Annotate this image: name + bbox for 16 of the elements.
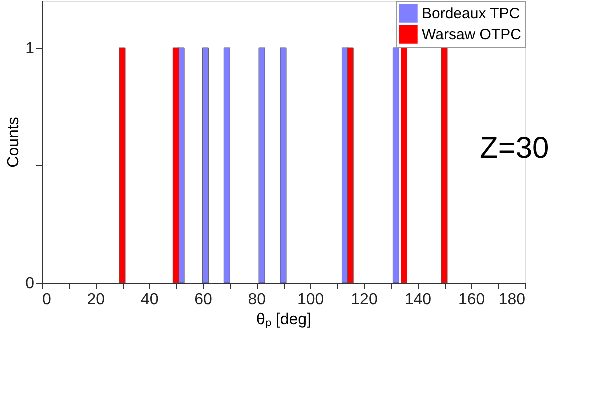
legend-label: Warsaw OTPC — [422, 26, 522, 44]
y-tick-label: 1 — [26, 40, 35, 58]
x-tick-label: 0 — [42, 292, 52, 308]
x-tick-label: 40 — [140, 292, 159, 308]
x-tick-label: 160 — [458, 292, 486, 308]
x-tick-label: 140 — [404, 292, 432, 308]
x-tick-label: 100 — [297, 292, 324, 308]
y-axis-title: Counts — [6, 117, 23, 168]
x-axis-title: θₚ [deg] — [256, 312, 312, 328]
legend-label: Bordeaux TPC — [422, 6, 520, 22]
annotation: Z=30 — [480, 132, 550, 165]
x-tick-label: 120 — [351, 292, 378, 308]
x-tick-label: 80 — [248, 292, 266, 308]
x-tick-label: 20 — [87, 292, 106, 308]
x-tick-label: 180 — [498, 292, 526, 308]
x-tick-label: 60 — [194, 292, 212, 308]
